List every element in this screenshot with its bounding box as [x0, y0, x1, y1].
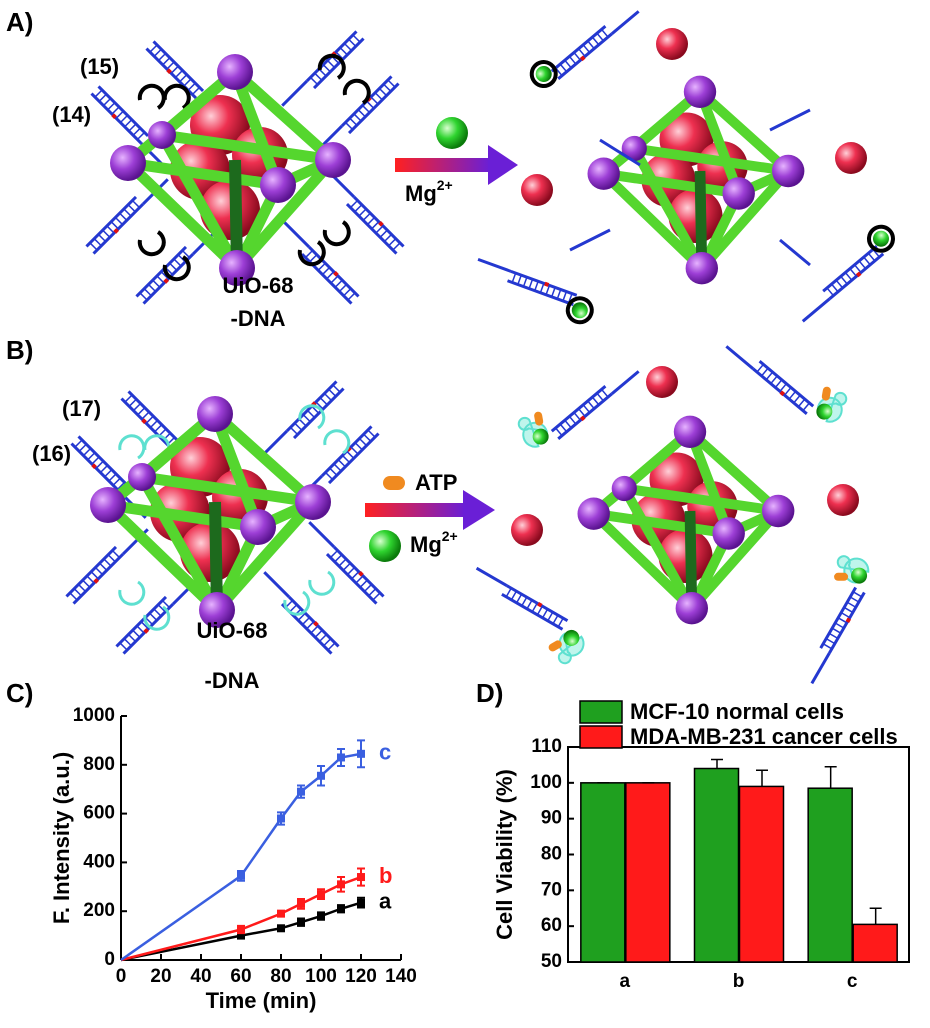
y-tick-label: 110	[531, 736, 562, 757]
mg-ion	[436, 117, 468, 149]
ion-label: Mg2+	[410, 528, 458, 557]
mof-label: UiO-68	[223, 273, 294, 298]
x-tick-label: c	[847, 971, 858, 992]
strand-label: (14)	[52, 102, 91, 127]
legend-label: MDA-MB-231 cancer cells	[630, 724, 898, 749]
x-tick-label: 60	[230, 966, 251, 987]
legend-swatch	[579, 700, 623, 724]
y-axis-label: F. Intensity (a.u.)	[49, 752, 74, 924]
panel-label: C)	[6, 678, 33, 708]
bar	[852, 923, 898, 963]
ion-label: Mg2+	[405, 177, 453, 206]
mof-label: -DNA	[231, 306, 286, 331]
dna-strands	[66, 381, 383, 653]
marker	[297, 918, 305, 927]
marker	[337, 753, 345, 762]
mof-label: UiO-68	[197, 618, 268, 643]
marker	[277, 924, 285, 933]
arrow-head	[488, 145, 518, 185]
marker	[357, 749, 365, 758]
x-tick-label: 40	[190, 966, 211, 987]
y-tick-label: 400	[83, 851, 115, 872]
strand-label: (17)	[62, 396, 101, 421]
released	[469, 0, 898, 326]
legend-swatch	[579, 725, 623, 749]
marker	[297, 787, 305, 796]
x-axis-label: Time (min)	[206, 988, 317, 1013]
series-label: b	[379, 863, 392, 888]
y-tick-label: 600	[83, 803, 115, 824]
marker	[337, 904, 345, 913]
mof	[588, 76, 805, 285]
series-label: c	[379, 740, 391, 765]
x-tick-label: 120	[345, 966, 377, 987]
bar	[580, 782, 626, 963]
y-tick-label: 60	[541, 915, 562, 936]
y-tick-label: 200	[83, 900, 115, 921]
marker	[237, 931, 245, 940]
x-tick-label: b	[733, 971, 745, 992]
atp	[383, 476, 405, 490]
marker	[357, 898, 365, 907]
arrow	[365, 503, 465, 517]
error-bar	[869, 907, 882, 925]
mof	[578, 416, 795, 625]
marker	[337, 880, 345, 889]
x-tick-label: 140	[385, 966, 417, 987]
y-tick-label: 800	[83, 754, 115, 775]
bar	[625, 782, 671, 963]
y-tick-label: 90	[541, 808, 562, 829]
bar	[693, 767, 740, 963]
y-tick-label: 80	[541, 844, 562, 865]
error-bar	[711, 758, 723, 769]
marker	[317, 912, 325, 921]
error-bar	[824, 765, 837, 789]
strand-label: (15)	[80, 54, 119, 79]
marker	[317, 771, 325, 780]
y-tick-label: 0	[104, 949, 115, 970]
marker	[237, 925, 245, 934]
marker	[357, 873, 365, 882]
marker	[317, 890, 325, 899]
arrow-head	[463, 490, 495, 530]
x-tick-label: 0	[116, 966, 127, 987]
y-tick-label: 50	[541, 951, 562, 972]
reagent-label: ATP	[415, 470, 457, 495]
x-tick-label: 100	[305, 966, 337, 987]
marker	[237, 871, 245, 880]
error-bar	[756, 769, 768, 787]
chart: 50 60 70 80 90 100 110 Cell Viability (%) a b c MCF…	[492, 699, 910, 992]
series-label: a	[379, 888, 392, 913]
x-tick-label: 20	[150, 966, 171, 987]
y-tick-label: 100	[530, 772, 562, 793]
mof-label: -DNA	[205, 668, 260, 693]
chart: 0 200 400 600 800 1000 0 20 40 60 80 100 120 140 Time …	[49, 705, 417, 1013]
bar	[738, 785, 785, 963]
dna-strands	[86, 31, 403, 303]
x-tick-label: 80	[270, 966, 291, 987]
y-tick-label: 70	[541, 879, 562, 900]
marker	[277, 814, 285, 823]
arrow	[395, 158, 490, 172]
y-axis-label: Cell Viability (%)	[492, 769, 517, 940]
mg-ion	[369, 530, 401, 562]
legend-label: MCF-10 normal cells	[630, 699, 844, 724]
x-tick-label: a	[620, 971, 631, 992]
bar	[807, 787, 853, 963]
panel-label: A)	[6, 7, 33, 37]
marker	[277, 909, 285, 918]
panel-label: D)	[476, 678, 503, 708]
marker	[297, 899, 305, 908]
panel-label: B)	[6, 335, 33, 365]
y-tick-label: 1000	[73, 705, 115, 726]
released	[457, 316, 878, 683]
strand-label: (16)	[32, 441, 71, 466]
